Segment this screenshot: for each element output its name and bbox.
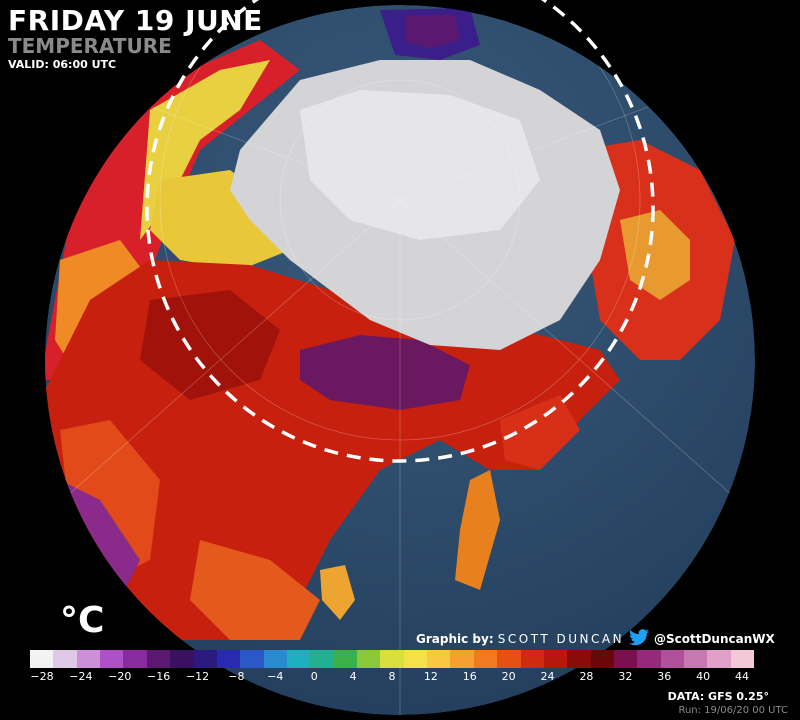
sakhalin-island [455,470,500,590]
china-extreme-region [60,480,140,600]
colorbar-tick-label: −20 [108,670,132,683]
colorbar-swatch [637,650,661,668]
arctic-circle [145,0,655,463]
temperature-colorbar [30,650,755,668]
colorbar-swatch [286,650,311,668]
colorbar-swatch [707,650,731,668]
colorbar-swatch [473,650,498,668]
twitter-handle: @ScottDuncanWX [654,632,775,646]
colorbar-tick-label: 40 [696,670,711,683]
colorbar-swatch [403,650,428,668]
colorbar-tick-label: 36 [657,670,672,683]
colorbar-swatch [660,650,685,668]
colorbar-swatch [216,650,241,668]
colorbar-tick-label: 24 [540,670,555,683]
colorbar-tick-label: −24 [69,670,93,683]
korea-peninsula [320,565,355,620]
page-title: FRIDAY 19 JUNE [8,4,263,37]
greenland-core [405,15,460,48]
colorbar-tick-label: −8 [228,670,245,683]
colorbar-swatch [170,650,194,668]
colorbar-tick-label: −4 [267,670,284,683]
colorbar-swatch [590,650,614,668]
colorbar-tick-label: −28 [30,670,54,683]
colorbar-swatch [100,650,124,668]
colorbar-swatch [380,650,404,668]
twitter-icon [629,629,649,646]
colorbar-swatch [146,650,171,668]
colorbar-swatch [263,650,287,668]
colorbar-tick-label: −16 [147,670,171,683]
central-asia-heat [140,290,280,400]
colorbar-tick-label: 28 [579,670,594,683]
variable-subtitle: TEMPERATURE [8,34,172,58]
colorbar-tick-label: 4 [349,670,357,683]
siberia-extreme-heat [300,335,470,410]
colorbar-swatch [310,650,334,668]
colorbar-swatch [684,650,708,668]
colorbar-swatch [240,650,264,668]
colorbar-tick-label: 32 [618,670,633,683]
colorbar-tick-label: −12 [185,670,210,683]
colorbar-swatch [333,650,358,668]
unit-label: °C [60,600,105,641]
credit-prefix: Graphic by: [416,632,498,646]
colorbar-swatch [567,650,591,668]
colorbar-swatch [520,650,544,668]
colorbar-tick-label: 8 [388,670,396,683]
kamchatka [500,395,580,470]
colorbar-tick-label: 12 [423,670,438,683]
valid-time: VALID: 06:00 UTC [8,58,117,71]
colorbar-tick-label: 0 [310,670,318,683]
colorbar-swatch [193,650,217,668]
data-source: DATA: GFS 0.25° [667,690,769,703]
colorbar-tick-label: 44 [735,670,749,683]
far-east-hot-region [190,540,320,640]
colorbar-swatch [730,650,755,668]
colorbar-swatch [123,650,147,668]
scandinavia-mild-region [620,210,690,300]
colorbar-swatch [76,650,101,668]
colorbar-swatch [427,650,451,668]
colorbar-swatch [497,650,521,668]
colorbar-swatch [450,650,474,668]
colorbar-tick-label: 20 [501,670,516,683]
colorbar-swatch [543,650,568,668]
colorbar-swatch [357,650,381,668]
colorbar-swatch [53,650,77,668]
colorbar-swatch [613,650,638,668]
credit-author: SCOTT DUNCAN [497,632,625,646]
model-run: Run: 19/06/20 00 UTC [678,705,788,716]
colorbar-swatch [30,650,54,668]
colorbar-ticks: −28 −24 −20 −16 −12 −8 −4 0 4 8 12 16 20 24 28 32 36 40 44 [30,670,754,684]
graphic-credit: Graphic by: SCOTT DUNCAN [416,632,624,646]
ice-cloud-highlight [300,90,540,240]
colorbar-tick-label: 16 [462,670,477,683]
